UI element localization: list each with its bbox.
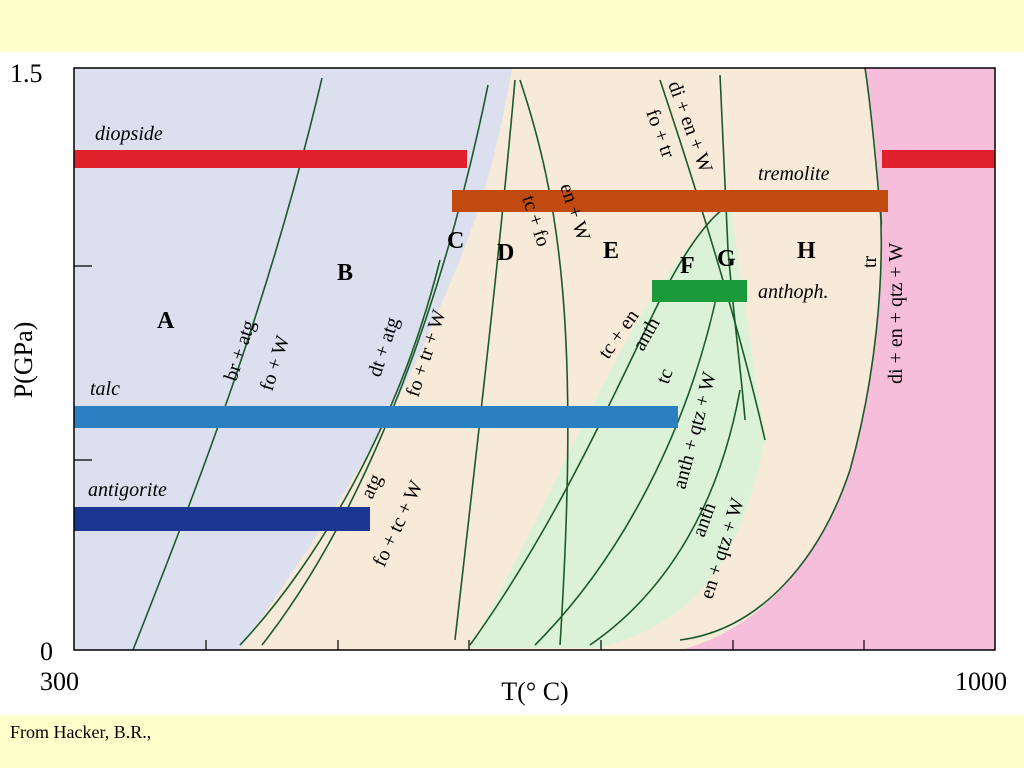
antigorite-bar [74, 507, 370, 531]
field-label: C [447, 228, 464, 254]
anthophyllite-bar [652, 280, 747, 302]
curve-label: tr [859, 255, 881, 268]
field-label: B [337, 260, 353, 286]
plot: diopside tremolite anthoph. talc antigor… [73, 67, 996, 651]
x-tick-label: 1000 [955, 667, 1007, 696]
diopside-bar [74, 150, 467, 168]
field-label: A [157, 308, 175, 334]
pink-region [680, 68, 995, 650]
x-tick-label: 300 [40, 667, 79, 696]
curve-label: di + en + qtz + W [885, 243, 907, 384]
bar-label: tremolite [758, 163, 830, 185]
bar-label: diopside [95, 123, 163, 145]
lavender-region [74, 68, 512, 650]
y-tick-label: 1.5 [10, 59, 43, 88]
bar-label: anthoph. [758, 281, 829, 303]
ticks [74, 265, 865, 650]
field-label: G [717, 246, 736, 272]
field-label: E [603, 238, 619, 264]
tremolite-bar [452, 190, 888, 212]
talc-bar [74, 406, 678, 428]
field-label: H [797, 238, 816, 264]
bar-label: talc [90, 378, 120, 400]
field-label: D [497, 240, 514, 266]
bar-label: antigorite [88, 479, 167, 501]
y-tick-label: 0 [40, 637, 53, 666]
x-axis-label: T(° C) [501, 677, 568, 706]
y-axis-label: P(GPa) [9, 322, 38, 399]
plot-frame [73, 67, 996, 651]
footer: From Hacker, B.R., [10, 722, 151, 742]
diopside-bar [882, 150, 995, 168]
field-label: F [680, 253, 695, 279]
